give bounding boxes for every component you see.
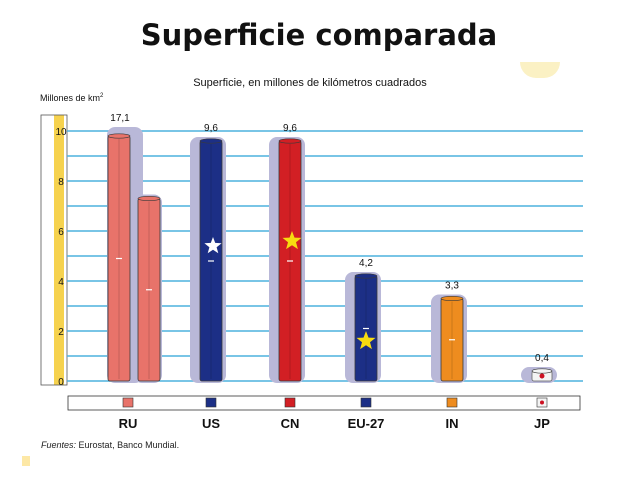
category-label: RU <box>119 416 138 431</box>
source-label: Fuentes: <box>41 440 77 450</box>
chart-title: Superficie, en millones de kilómetros cu… <box>193 77 427 89</box>
slide-title: Superficie comparada <box>140 18 498 52</box>
data-label: 17,1 <box>110 113 130 124</box>
source-text: Eurostat, Banco Mundial. <box>78 440 180 450</box>
star-icon <box>356 331 376 350</box>
y-axis-bar <box>54 115 64 385</box>
star-icon <box>204 237 222 254</box>
source-note: Fuentes: Eurostat, Banco Mundial. <box>41 440 179 450</box>
star-icon <box>282 231 302 250</box>
y-tick-label: 0 <box>58 377 64 388</box>
y-axis-label: Millones de km2 <box>40 93 104 103</box>
y-tick-label: 10 <box>55 127 67 138</box>
y-axis-frame <box>40 114 68 386</box>
data-label: 0,4 <box>535 353 549 364</box>
sun-decoration <box>520 62 560 78</box>
legend-swatch-EU-27 <box>360 397 372 408</box>
bar-CN-top <box>278 138 302 144</box>
category-label: IN <box>446 416 459 431</box>
data-label: 9,6 <box>204 123 218 134</box>
data-label: 3,3 <box>445 281 459 292</box>
bar-EU-27-top <box>354 273 378 279</box>
bar-RU-overflow-top <box>137 195 161 202</box>
data-label: 4,2 <box>359 258 373 269</box>
bar-JP-dot <box>539 373 545 379</box>
category-label: US <box>202 416 220 431</box>
data-label: 9,6 <box>283 123 297 134</box>
y-tick-label: 8 <box>58 177 64 188</box>
legend-swatch-RU <box>122 397 134 408</box>
y-tick-label: 4 <box>58 277 64 288</box>
bar-RU-top <box>107 133 131 139</box>
legend-swatch-IN <box>446 397 458 408</box>
category-label: CN <box>281 416 300 431</box>
y-axis-label-superscript: 2 <box>100 93 104 99</box>
legend-swatch-CN <box>284 397 296 408</box>
bar-JP-top <box>531 368 553 374</box>
bar-US-top <box>199 138 223 144</box>
bar-IN-top <box>440 295 464 302</box>
y-tick-label: 6 <box>58 227 64 238</box>
legend-swatch-US <box>205 397 217 408</box>
swatch-dot-icon <box>540 400 544 405</box>
category-label: JP <box>534 416 550 431</box>
footer-decoration <box>22 456 30 466</box>
category-label: EU-27 <box>348 416 385 431</box>
category-strip <box>67 395 581 411</box>
y-tick-label: 2 <box>58 327 64 338</box>
